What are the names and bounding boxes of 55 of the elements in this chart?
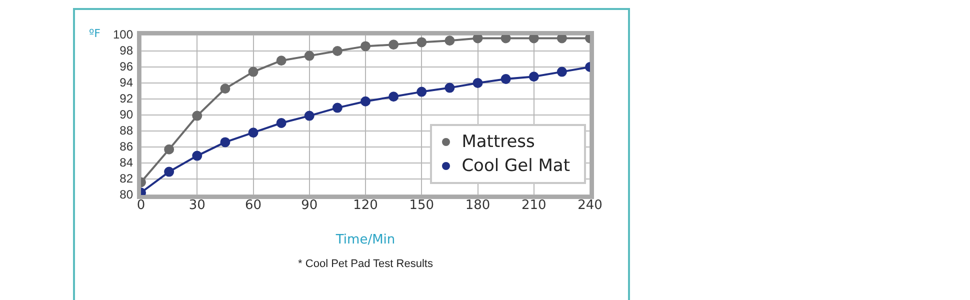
point bbox=[248, 128, 258, 138]
point bbox=[220, 84, 230, 94]
point bbox=[444, 36, 455, 46]
point bbox=[276, 56, 286, 66]
point bbox=[556, 35, 567, 44]
point bbox=[304, 110, 314, 121]
point bbox=[276, 118, 286, 128]
legend-label: Mattress bbox=[462, 131, 535, 154]
point bbox=[164, 166, 174, 177]
x-tick-label: 30 bbox=[188, 198, 206, 214]
point bbox=[192, 110, 202, 121]
point bbox=[360, 41, 370, 52]
point bbox=[360, 96, 370, 106]
y-tick-label: 88 bbox=[120, 123, 134, 138]
y-tick-label: 98 bbox=[120, 43, 134, 58]
point bbox=[304, 50, 314, 61]
point bbox=[192, 150, 202, 161]
y-tick-label: 96 bbox=[120, 59, 134, 74]
point bbox=[388, 40, 399, 50]
x-tick-label: 120 bbox=[353, 198, 378, 214]
point bbox=[528, 72, 539, 82]
x-tick-label: 240 bbox=[578, 198, 602, 214]
legend-label: Cool Gel Mat bbox=[462, 155, 570, 178]
point bbox=[556, 66, 567, 77]
x-axis-title: Time/Min bbox=[334, 232, 396, 248]
y-tick-label: 82 bbox=[120, 171, 134, 186]
point bbox=[248, 66, 258, 77]
point bbox=[164, 144, 174, 154]
x-tick-label: 0 bbox=[136, 198, 146, 214]
point bbox=[472, 35, 483, 44]
x-tick-label: 150 bbox=[409, 198, 434, 214]
text: * Cool Pet Pad Test Results bbox=[298, 258, 434, 270]
y-tick-label: 84 bbox=[120, 155, 134, 170]
y-tick-label: 100 bbox=[112, 27, 134, 42]
point bbox=[500, 35, 511, 44]
y-tick-label: 90 bbox=[120, 107, 134, 122]
point bbox=[528, 35, 539, 44]
y-tick-label: 92 bbox=[120, 91, 134, 106]
x-tick-label: 90 bbox=[301, 198, 318, 214]
point bbox=[444, 82, 455, 93]
x-tick-label: 60 bbox=[244, 198, 262, 214]
y-axis-title: ºF bbox=[89, 26, 101, 40]
point bbox=[332, 102, 342, 113]
x-tick-label: 180 bbox=[465, 198, 490, 214]
point bbox=[220, 137, 230, 148]
x-tick-label: 210 bbox=[521, 198, 546, 214]
point bbox=[332, 46, 342, 56]
point bbox=[416, 37, 427, 48]
y-tick-label: 80 bbox=[120, 187, 134, 202]
point bbox=[388, 92, 399, 102]
point bbox=[472, 78, 483, 88]
point bbox=[416, 86, 427, 97]
y-tick-label: 94 bbox=[120, 75, 134, 90]
point bbox=[500, 74, 511, 84]
y-tick-label: 86 bbox=[120, 139, 134, 154]
